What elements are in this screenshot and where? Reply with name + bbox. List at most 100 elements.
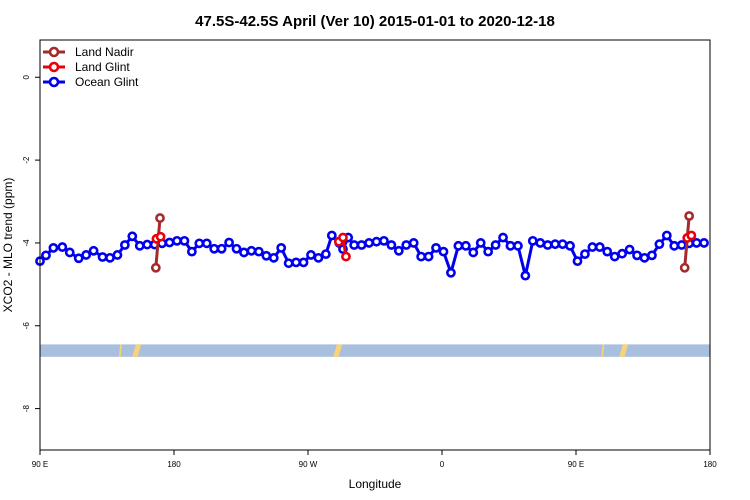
data-point xyxy=(565,240,575,251)
y-axis: 0 -2 -4 -6 -8 xyxy=(22,74,40,412)
data-point xyxy=(416,251,427,262)
data-point xyxy=(679,262,690,273)
data-point xyxy=(291,257,301,268)
data-point xyxy=(231,243,242,254)
series-land-glint xyxy=(151,230,697,262)
data-point xyxy=(364,238,374,248)
data-point xyxy=(283,258,294,269)
data-point xyxy=(134,240,145,251)
data-point xyxy=(57,242,68,252)
data-point xyxy=(669,240,680,251)
data-point xyxy=(81,250,92,260)
data-point xyxy=(306,250,316,260)
data-point xyxy=(386,240,397,250)
land-segment xyxy=(619,344,629,357)
x-tick-label: 90 W xyxy=(299,460,318,469)
data-point xyxy=(261,250,272,261)
plot-frame xyxy=(39,39,711,451)
data-point xyxy=(453,240,464,251)
data-point xyxy=(609,251,620,262)
data-point xyxy=(338,232,348,243)
data-point xyxy=(423,251,434,262)
legend-swatch-marker xyxy=(48,46,60,58)
data-point xyxy=(624,244,635,255)
data-point xyxy=(313,252,324,263)
land-segment xyxy=(333,344,343,357)
x-tick-label: 90 E xyxy=(32,460,48,469)
data-point xyxy=(276,242,287,253)
legend-item-ocean-glint: Ocean Glint xyxy=(43,75,139,89)
y-tick-label: -4 xyxy=(22,239,31,247)
data-point xyxy=(498,232,508,243)
data-point xyxy=(155,231,166,242)
data-point xyxy=(617,248,628,259)
data-point xyxy=(97,252,108,262)
data-point xyxy=(41,250,51,261)
data-point xyxy=(594,242,605,252)
data-point xyxy=(224,237,234,248)
legend-label: Land Nadir xyxy=(75,45,134,59)
data-point xyxy=(408,238,419,248)
legend-item-land-nadir: Land Nadir xyxy=(43,45,134,59)
data-point xyxy=(105,252,115,263)
data-point xyxy=(64,247,75,258)
chart-title: 47.5S-42.5S April (Ver 10) 2015-01-01 to… xyxy=(195,13,555,30)
data-point xyxy=(686,230,697,241)
data-point xyxy=(632,250,642,261)
data-point xyxy=(647,250,657,261)
y-tick-label: 0 xyxy=(22,74,31,79)
data-point xyxy=(460,240,471,251)
data-point xyxy=(513,240,523,251)
data-point xyxy=(587,242,598,252)
x-tick-label: 0 xyxy=(440,460,445,469)
legend-label: Ocean Glint xyxy=(75,75,139,89)
data-point xyxy=(142,239,153,250)
land-segment xyxy=(601,344,605,357)
data-point xyxy=(602,246,613,257)
data-point xyxy=(88,245,99,256)
data-point xyxy=(557,239,568,250)
data-point xyxy=(164,237,175,248)
data-point xyxy=(483,246,494,257)
legend-item-land-glint: Land Glint xyxy=(43,60,130,74)
data-point xyxy=(179,235,190,246)
legend-label: Land Glint xyxy=(75,60,130,74)
data-point xyxy=(326,230,337,241)
data-point xyxy=(654,239,665,250)
data-point xyxy=(216,243,227,254)
data-point xyxy=(639,252,650,263)
legend-swatch-marker xyxy=(48,76,60,88)
data-point xyxy=(580,249,590,260)
data-point xyxy=(119,240,130,250)
y-tick-label: -6 xyxy=(22,322,31,330)
land-segment xyxy=(118,344,122,357)
data-point xyxy=(201,238,212,249)
data-point xyxy=(699,238,709,248)
legend-swatch-marker xyxy=(48,61,60,73)
data-point xyxy=(676,240,687,250)
data-point xyxy=(490,240,501,250)
data-point xyxy=(401,240,412,250)
y-tick-label: -8 xyxy=(22,404,31,412)
data-point xyxy=(150,262,161,273)
ocean-band xyxy=(40,344,710,357)
data-point xyxy=(320,249,331,260)
series-layer xyxy=(35,211,709,281)
data-point xyxy=(209,243,220,254)
data-point xyxy=(246,245,257,256)
data-point xyxy=(431,242,441,253)
data-point xyxy=(691,238,702,248)
data-point xyxy=(73,253,84,264)
data-point xyxy=(446,267,456,278)
data-point xyxy=(371,236,382,247)
y-tick-label: -2 xyxy=(22,156,31,164)
data-point xyxy=(127,231,138,242)
land-segment xyxy=(132,344,142,357)
data-point xyxy=(268,252,279,263)
x-tick-label: 90 E xyxy=(568,460,584,469)
data-point xyxy=(194,238,205,249)
x-axis-label: Longitude xyxy=(349,477,402,491)
data-point xyxy=(393,245,404,256)
x-tick-label: 180 xyxy=(703,460,717,469)
